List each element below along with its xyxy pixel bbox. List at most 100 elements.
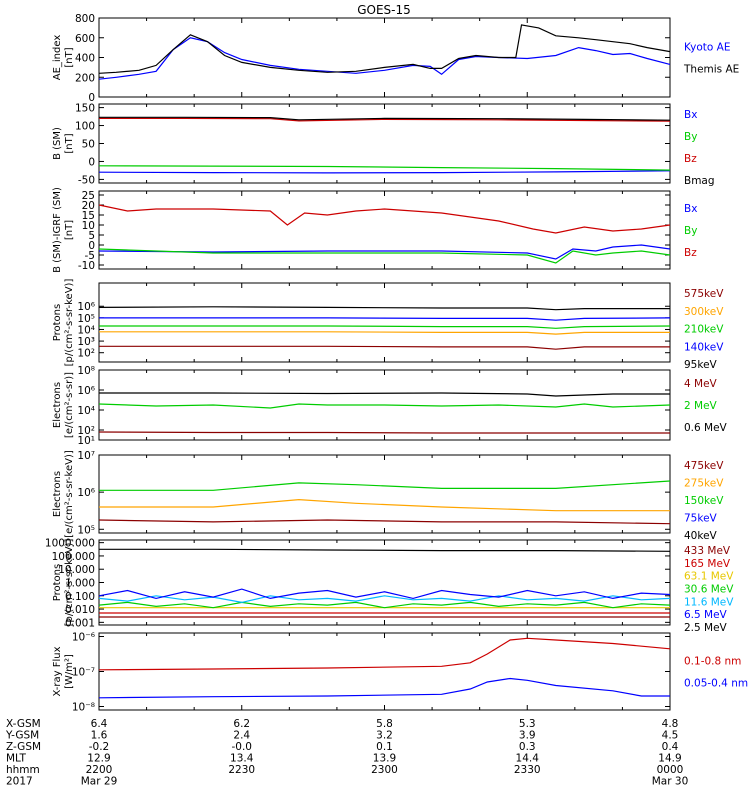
y-axis-label: [p/(cm²-s-sr-keV)] — [64, 279, 75, 367]
y-tick-label: 100 — [75, 121, 95, 133]
footer-value: 14.9 — [658, 753, 681, 765]
panel-electrons2: 10⁵ 10⁶ 10⁷ Electrons [e/(cm²-s-sr-keV)] 475k… — [52, 450, 724, 542]
panel-frame — [98, 632, 671, 711]
y-axis-label: [e/(cm²-s-sr)] — [64, 372, 75, 438]
footer-row-label: 2017 — [6, 776, 33, 788]
series-line-11-6-mev — [98, 595, 671, 604]
series-line-bmag — [99, 116, 671, 121]
legend-label: 210keV — [684, 324, 724, 336]
series-line-475kev — [98, 519, 671, 525]
legend-label: 6.5 MeV — [684, 609, 728, 621]
y-tick-label: -50 — [78, 174, 95, 186]
y-tick-label: 10⁴ — [77, 405, 95, 417]
footer-value: 6.2 — [233, 718, 250, 730]
panel-xray: 10⁻⁸ 10⁻⁷ 10⁻⁶ X-ray Flux [W/m²] 0.1-0.8 nm 0.… — [52, 632, 748, 714]
y-tick-label: 0 — [88, 240, 95, 252]
y-tick-label: 600 — [75, 33, 95, 45]
footer-row-label: MLT — [6, 753, 26, 765]
footer-value: 3.2 — [376, 730, 393, 742]
legend-label: 0.1-0.8 nm — [684, 656, 741, 668]
series-line-by — [98, 248, 671, 264]
footer-value: 0.4 — [662, 741, 679, 753]
legend-label: 150keV — [684, 495, 724, 507]
series-line-300kev — [99, 331, 670, 335]
y-tick-label: 150 — [75, 103, 95, 115]
footer-value: 13.9 — [373, 753, 396, 765]
legend-label: Kyoto AE — [684, 42, 730, 54]
footer-value: 14.4 — [516, 753, 540, 765]
series-line-bx — [98, 170, 671, 174]
plot-title: GOES-15 — [357, 3, 411, 17]
y-axis-label: Electrons — [52, 471, 63, 517]
legend-label: 300keV — [684, 306, 724, 318]
y-axis-label: Protons — [52, 304, 63, 341]
y-tick-label: 400 — [75, 53, 95, 65]
footer-value: 13.4 — [230, 753, 254, 765]
series-line-by — [98, 165, 671, 171]
footer-value: 2200 — [86, 764, 113, 776]
footer-value: 2300 — [371, 764, 398, 776]
panel-frame — [98, 17, 671, 98]
footer-value: Mar 30 — [652, 776, 689, 788]
y-tick-label: 10⁶ — [77, 385, 95, 397]
legend-label: 140keV — [684, 341, 724, 353]
series-line-95kev — [98, 306, 670, 311]
series-line-bz — [98, 204, 671, 234]
y-tick-label: 10⁶ — [77, 487, 95, 499]
y-tick-label: 1000.000 — [45, 538, 95, 550]
y-tick-label: 200 — [75, 72, 95, 84]
y-tick-label: 15 — [82, 210, 95, 222]
y-tick-label: 10² — [77, 425, 95, 437]
y-tick-label: 25 — [82, 190, 95, 202]
footer-value: 2.4 — [233, 730, 250, 742]
panel-frame — [98, 539, 671, 626]
footer-value: 5.8 — [376, 718, 393, 730]
y-tick-label: 5 — [88, 230, 95, 242]
legend-label: 11.6 MeV — [684, 596, 734, 608]
footer-value: 0.3 — [519, 741, 536, 753]
series-line-210kev — [99, 325, 671, 329]
y-tick-label: 10³ — [77, 336, 95, 348]
legend-label: 2.5 MeV — [684, 622, 728, 634]
legend-label: 0.05-0.4 nm — [684, 678, 748, 690]
footer-value: 5.3 — [519, 718, 536, 730]
legend-label: 95keV — [684, 359, 718, 371]
y-axis-label: X-ray Flux — [52, 646, 63, 696]
legend-label: Bx — [684, 109, 697, 121]
footer-value: 1.6 — [91, 730, 108, 742]
legend-label: 275keV — [684, 478, 724, 490]
panel-frame — [98, 190, 671, 270]
y-tick-label: 0 — [88, 156, 95, 168]
series-line-0-1-0-8-nm — [98, 637, 671, 671]
y-tick-label: 50 — [82, 139, 95, 151]
series-line-bx — [98, 244, 671, 260]
footer-value: -0.0 — [232, 741, 253, 753]
y-axis-label: [p/(cm²-s-sr-keV)] — [64, 539, 75, 627]
series-line-2-mev — [98, 403, 671, 409]
legend-label: 165 MeV — [684, 558, 731, 570]
footer-value: 2330 — [514, 764, 541, 776]
panel-frame — [98, 282, 671, 363]
y-tick-label: 10.000 — [58, 564, 95, 576]
legend-label: 433 MeV — [684, 545, 731, 557]
footer-value: -0.2 — [89, 741, 110, 753]
legend-label: 75keV — [684, 513, 718, 525]
footer-value: Mar 29 — [81, 776, 118, 788]
legend-label: Themis AE — [683, 64, 739, 76]
y-tick-label: 10 — [82, 220, 95, 232]
panel-ae: 0 200 400 600 800 AE_index [nT] Kyoto AE Themis … — [52, 13, 739, 104]
y-axis-label: [nT] — [64, 220, 75, 240]
y-tick-label: 0.001 — [65, 617, 95, 629]
series-line-kyoto-ae — [98, 37, 671, 80]
y-tick-label: 10⁷ — [77, 450, 95, 462]
series-line-275kev — [99, 498, 670, 512]
legend-label: 475keV — [684, 460, 724, 472]
y-tick-label: 1.000 — [65, 578, 95, 590]
footer-value: 6.4 — [91, 718, 108, 730]
legend-label: 0.6 MeV — [684, 422, 728, 434]
footer-value: 12.9 — [87, 753, 110, 765]
y-tick-label: 0.010 — [65, 604, 95, 616]
legend-label: 575keV — [684, 288, 724, 300]
